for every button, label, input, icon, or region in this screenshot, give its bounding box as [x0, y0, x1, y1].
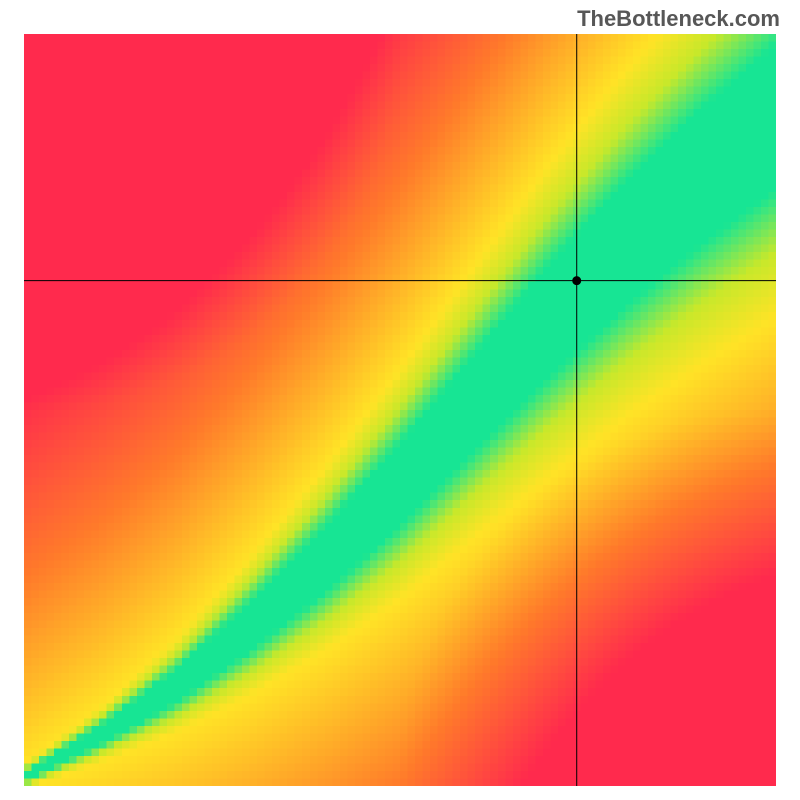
watermark-text: TheBottleneck.com: [577, 6, 780, 32]
figure-container: TheBottleneck.com: [0, 0, 800, 800]
bottleneck-heatmap: [24, 34, 776, 786]
